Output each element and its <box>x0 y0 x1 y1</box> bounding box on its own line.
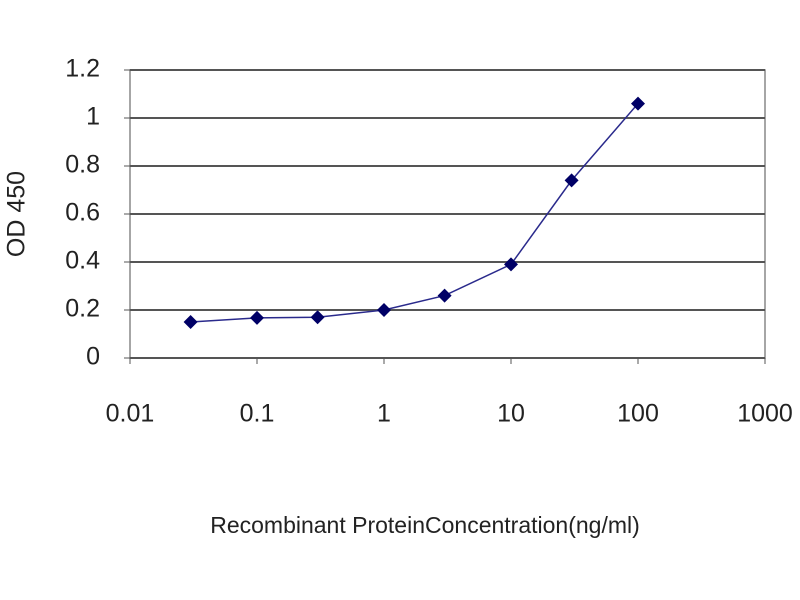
y-tick-label: 1.2 <box>65 55 100 83</box>
x-tick-label: 100 <box>617 400 659 428</box>
data-point <box>183 315 198 329</box>
y-tick-label: 0.8 <box>65 151 100 179</box>
data-point <box>437 288 452 303</box>
x-tick-label: 10 <box>497 400 525 428</box>
y-tick-label: 0.2 <box>65 295 100 323</box>
data-point <box>631 96 645 111</box>
data-point <box>310 310 325 325</box>
x-tick-label: 0.1 <box>240 400 275 428</box>
y-axis-label: OD 450 <box>3 171 31 257</box>
x-axis-label: Recombinant ProteinConcentration(ng/ml) <box>210 512 640 538</box>
y-tick-label: 1 <box>86 103 100 131</box>
y-tick-label: 0.4 <box>65 247 100 275</box>
y-tick-label: 0 <box>86 343 100 371</box>
y-tick-label: 0.6 <box>65 199 100 227</box>
x-tick-label: 1000 <box>737 400 793 428</box>
data-line <box>190 103 639 323</box>
x-tick-label: 1 <box>377 400 391 428</box>
data-point <box>504 257 518 272</box>
data-point <box>250 310 264 325</box>
data-point <box>377 303 391 317</box>
x-tick-label: 0.01 <box>106 400 155 428</box>
data-point <box>564 173 579 188</box>
